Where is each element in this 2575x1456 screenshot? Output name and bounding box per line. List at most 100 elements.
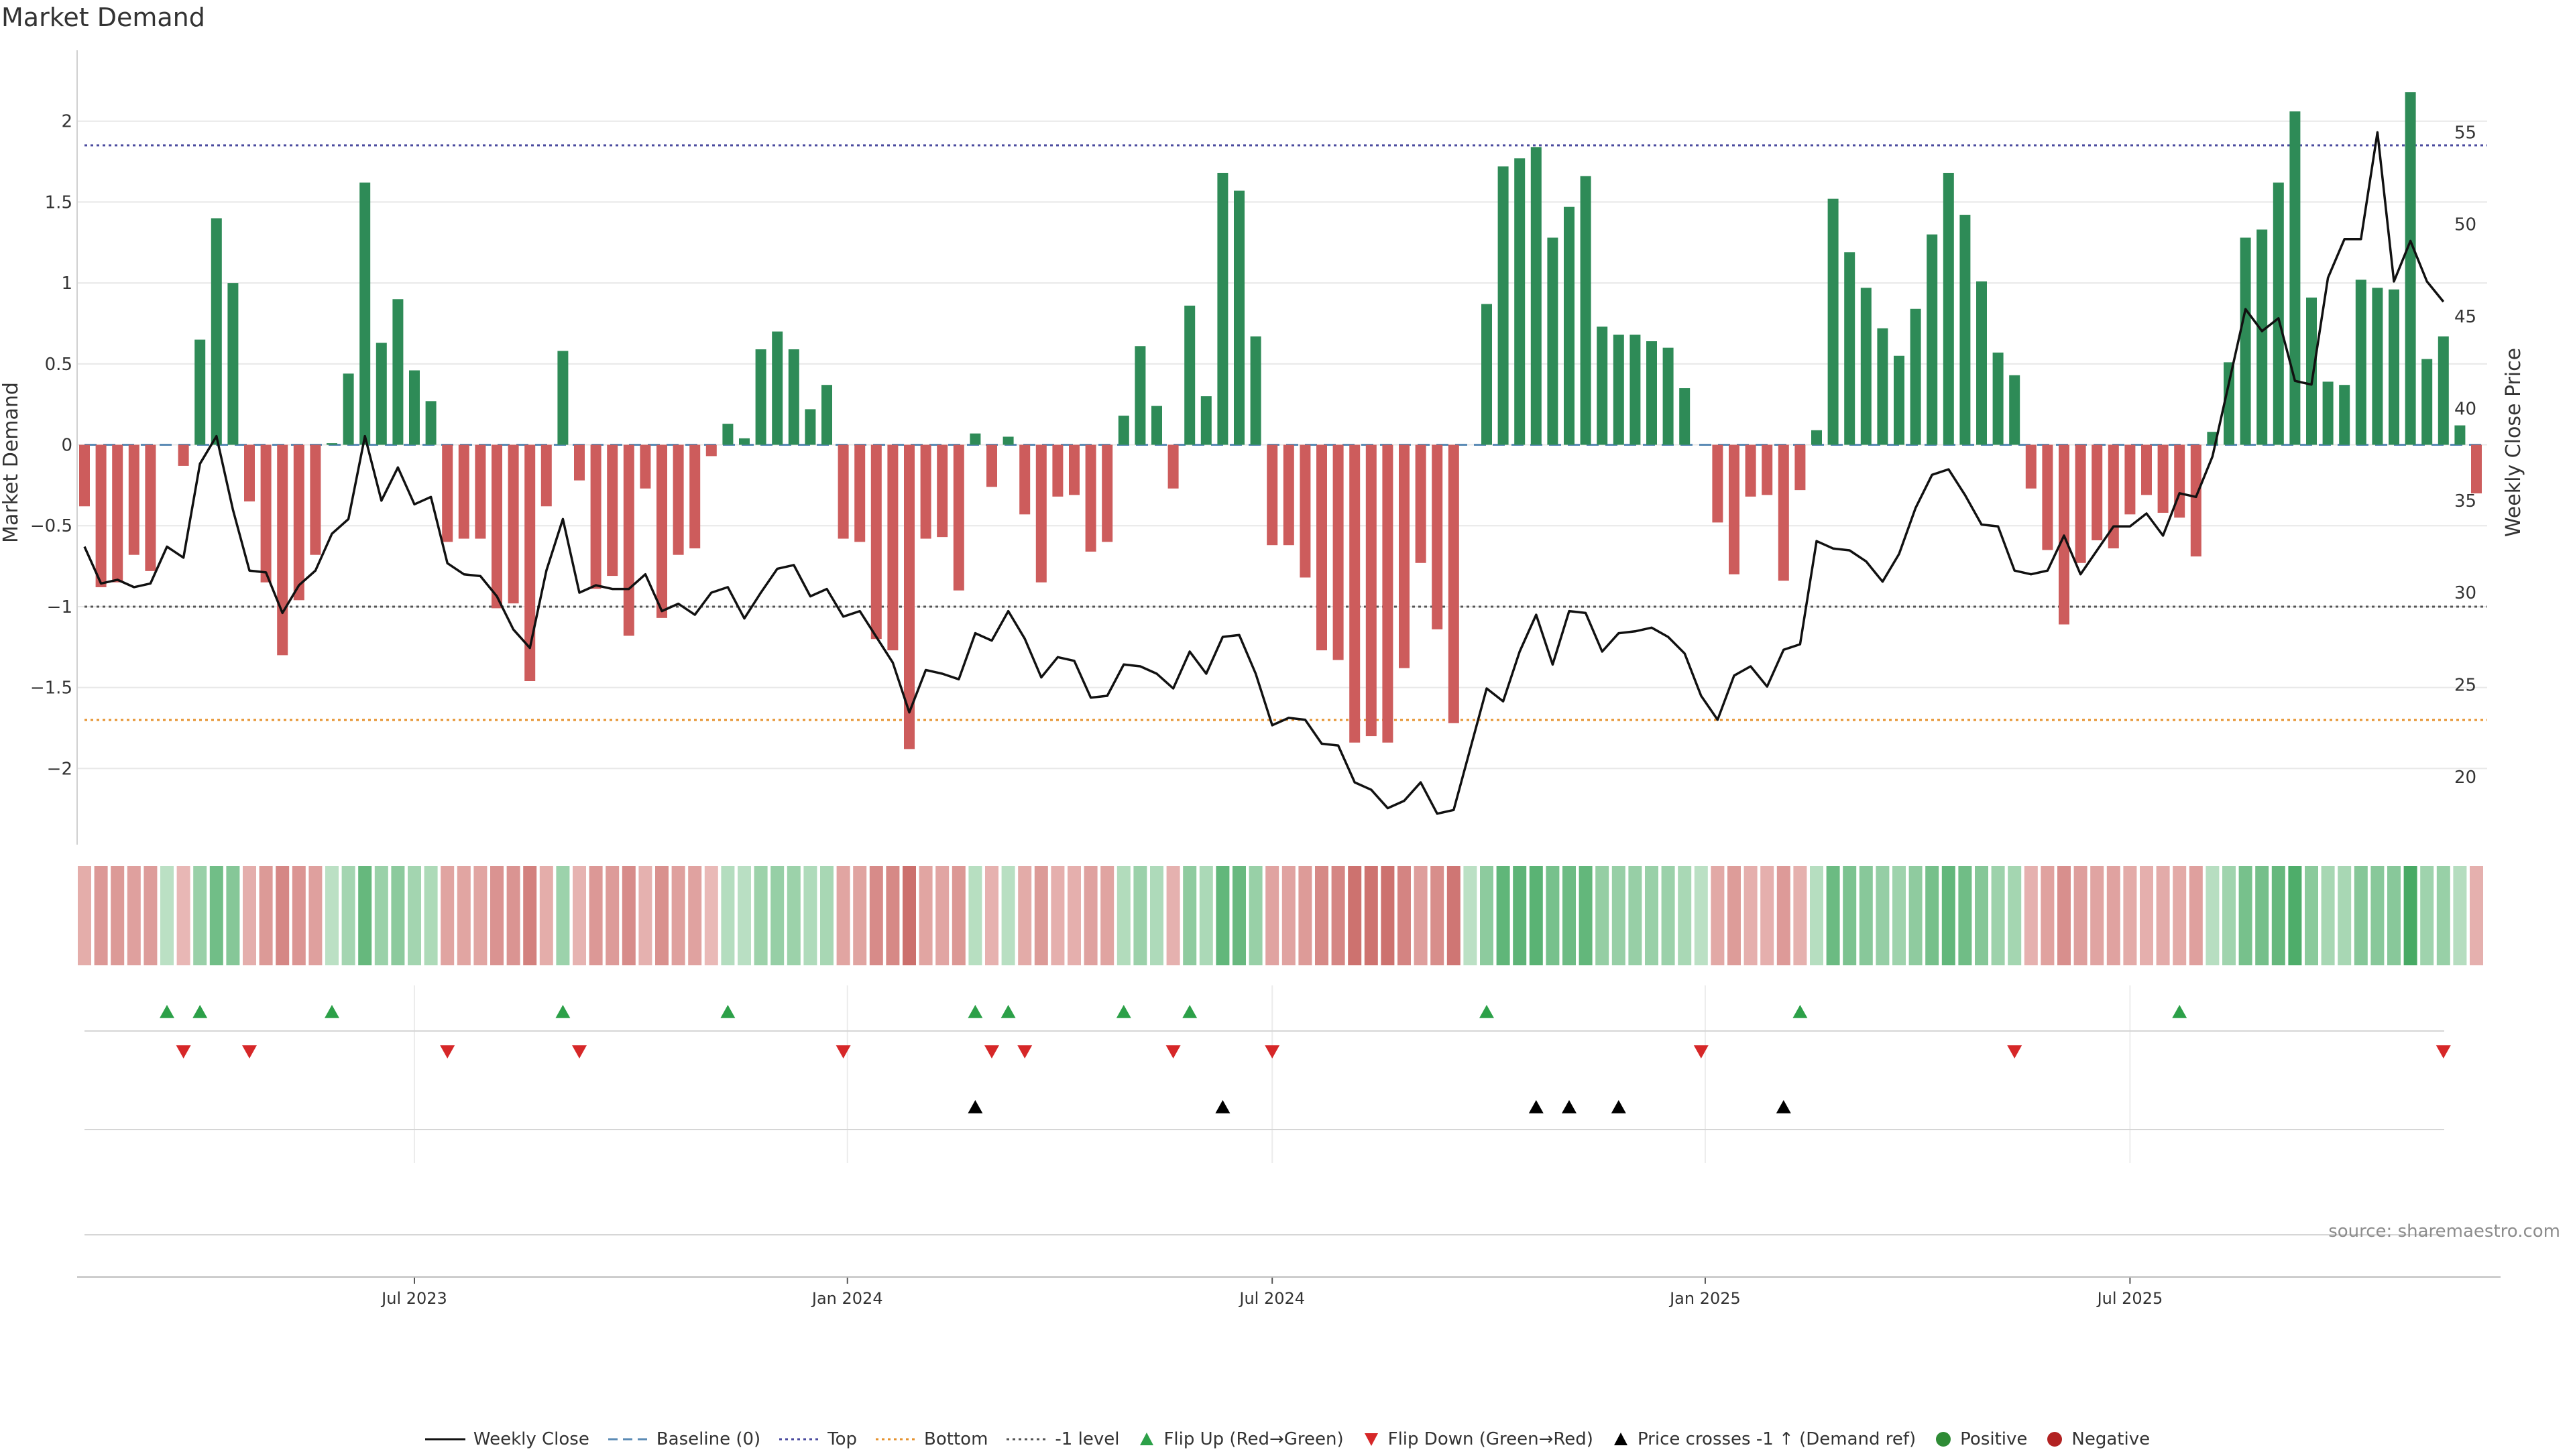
heat-cell-negative <box>1298 866 1312 965</box>
heat-cell-positive <box>1694 866 1708 965</box>
heat-cell-negative <box>292 866 306 965</box>
positive-demand-bar <box>1992 352 2004 445</box>
positive-demand-bar <box>2421 359 2433 445</box>
positive-demand-bar <box>1662 347 1674 445</box>
source-note: source: sharemaestro.com <box>2328 1221 2560 1241</box>
positive-demand-bar <box>2256 229 2268 445</box>
heat-cell-negative <box>1760 866 1774 965</box>
left-tick-label: −1.5 <box>30 678 72 699</box>
negative-demand-bar <box>95 444 107 587</box>
positive-demand-bar <box>2372 288 2383 445</box>
heat-cell-negative <box>1331 866 1345 965</box>
positive-demand-bar <box>425 401 437 445</box>
legend-swatch <box>876 1438 917 1441</box>
heat-cell-positive <box>1826 866 1840 965</box>
right-tick-label: 55 <box>2454 123 2476 143</box>
positive-demand-bar <box>805 409 816 445</box>
heat-cell-positive <box>1117 866 1131 965</box>
negative-demand-bar <box>937 444 948 538</box>
negative-demand-bar <box>2075 444 2086 563</box>
negative-demand-bar <box>1102 444 1113 542</box>
flip-down-marker <box>572 1045 587 1058</box>
flip-up-marker <box>160 1005 174 1018</box>
weekly-close-series <box>83 131 2445 815</box>
positive-demand-bar <box>392 299 404 445</box>
heat-cell-negative <box>539 866 553 965</box>
heat-cell-positive <box>1628 866 1642 965</box>
heat-cell-positive <box>1216 866 1230 965</box>
negative-demand-bar <box>2092 444 2103 540</box>
negative-demand-bar <box>1382 444 1393 743</box>
heat-cell-positive <box>1678 866 1692 965</box>
left-tick-label: 1 <box>61 274 72 294</box>
heat-cell-positive <box>1463 866 1477 965</box>
heat-cell-negative <box>127 866 141 965</box>
legend-item: Baseline (0) <box>608 1429 760 1449</box>
negative-demand-bar <box>79 444 90 507</box>
negative-demand-bar <box>458 444 469 539</box>
heat-cell-negative <box>2470 866 2483 965</box>
positive-demand-bar <box>1943 172 1954 445</box>
negative-demand-bar <box>1069 444 1080 495</box>
positive-demand-bar <box>1547 237 1558 445</box>
heat-cell-positive <box>2370 866 2385 965</box>
positive-demand-bar <box>970 433 981 445</box>
positive-demand-bar <box>1811 430 1822 445</box>
legend-swatch <box>1364 1433 1378 1446</box>
heat-cell-positive <box>1941 866 1955 965</box>
positive-demand-bar <box>1217 172 1228 445</box>
positive-demand-bar <box>1530 147 1542 445</box>
x-tick-label: Jul 2023 <box>380 1289 447 1308</box>
positive-demand-bar <box>327 443 337 445</box>
heat-cell-positive <box>1562 866 1576 965</box>
heat-cell-negative <box>259 866 273 965</box>
flip-down-marker <box>836 1045 851 1058</box>
heat-cell-positive <box>1925 866 1939 965</box>
positive-demand-bar <box>343 373 354 445</box>
heat-cell-positive <box>1810 866 1823 965</box>
heat-cell-negative <box>671 866 685 965</box>
flip-up-marker <box>720 1005 736 1018</box>
negative-demand-bar <box>310 444 321 555</box>
heat-cell-negative <box>589 866 603 965</box>
negative-demand-bar <box>2108 444 2119 549</box>
heat-cell-negative <box>1430 866 1444 965</box>
heat-cell-negative <box>1084 866 1098 965</box>
heat-cell-positive <box>1908 866 1923 965</box>
legend-swatch-triangle <box>1613 1433 1627 1445</box>
heat-cell-positive <box>160 866 174 965</box>
heat-cell-positive <box>391 866 405 965</box>
heat-cell-positive <box>2271 866 2285 965</box>
heat-cell-positive <box>1892 866 1906 965</box>
right-tick-label: 30 <box>2454 583 2476 603</box>
flip-down-marker <box>984 1045 999 1058</box>
heat-cell-positive <box>1991 866 2005 965</box>
heat-cell-negative <box>490 866 504 965</box>
heat-cell-positive <box>226 866 240 965</box>
positive-demand-bar <box>722 424 734 445</box>
positive-demand-bar <box>2224 362 2234 445</box>
heat-cell-positive <box>1958 866 1972 965</box>
flip-down-marker <box>1265 1045 1280 1058</box>
x-tick-label: Jul 2025 <box>2096 1289 2163 1308</box>
heat-cell-positive <box>2288 866 2302 965</box>
flip-up-marker <box>1000 1005 1016 1018</box>
heat-cell-positive <box>408 866 421 965</box>
heat-cell-negative <box>2024 866 2038 965</box>
positive-demand-bar <box>1894 355 1904 445</box>
positive-demand-bar <box>1844 252 1855 445</box>
positive-demand-bar <box>755 349 766 445</box>
negative-demand-bar <box>524 444 536 681</box>
heat-cell-positive <box>1843 866 1857 965</box>
positive-demand-bar <box>1184 305 1196 445</box>
heat-cell-negative <box>523 866 537 965</box>
heat-cell-positive <box>1645 866 1658 965</box>
positive-demand-bar <box>2339 385 2350 445</box>
heat-cell-positive <box>1661 866 1675 965</box>
heat-cell-positive <box>358 866 372 965</box>
x-tick-label: Jan 2025 <box>1668 1289 1741 1308</box>
legend-label: Flip Down (Green→Red) <box>1387 1429 1593 1449</box>
negative-demand-bar <box>705 444 717 457</box>
heat-cell-negative <box>1743 866 1758 965</box>
positive-demand-bar <box>1679 388 1691 445</box>
